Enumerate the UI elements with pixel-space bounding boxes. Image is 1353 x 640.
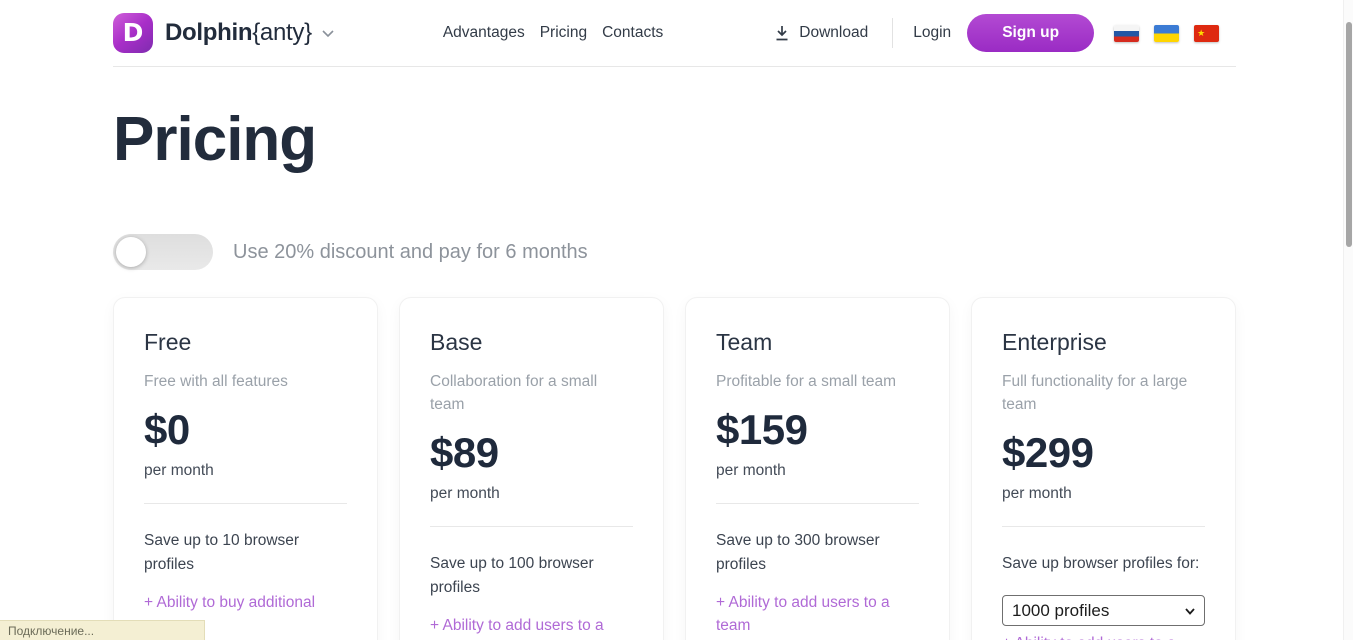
plan-card-enterprise: Enterprise Full functionality for a larg…	[971, 297, 1236, 640]
plan-extra-link[interactable]: + Ability to add users to a team	[430, 617, 604, 634]
brand-name-bold: Dolphin	[165, 19, 253, 46]
plan-card-free: Free Free with all features $0 per month…	[113, 297, 378, 640]
login-link[interactable]: Login	[913, 24, 952, 41]
russia-flag-icon[interactable]	[1114, 24, 1140, 42]
pricing-cards: Free Free with all features $0 per month…	[113, 297, 1236, 640]
plan-card-base: Base Collaboration for a small team $89 …	[399, 297, 664, 640]
divider	[430, 526, 633, 527]
plan-feature: Save up to 100 browser profiles	[430, 555, 594, 596]
ukraine-flag-icon[interactable]	[1154, 24, 1180, 42]
divider	[1002, 526, 1205, 527]
plan-feature: Save up browser profiles for:	[1002, 555, 1200, 572]
brand-logo[interactable]: D Dolphin{anty}	[113, 13, 336, 53]
china-flag-icon[interactable]	[1194, 24, 1220, 42]
main-nav: Advantages Pricing Contacts	[443, 24, 663, 42]
dolphin-logo-icon: D	[113, 13, 153, 53]
toggle-knob[interactable]	[116, 237, 146, 267]
header: D Dolphin{anty} Advantages Pricing Conta…	[113, 0, 1236, 67]
plan-price: $89	[430, 429, 499, 476]
plan-price: $159	[716, 406, 808, 453]
download-button[interactable]: Download	[773, 24, 868, 42]
profiles-select[interactable]: 1000 profiles	[1002, 595, 1205, 626]
header-divider	[892, 18, 894, 48]
vertical-scrollbar[interactable]	[1343, 0, 1353, 640]
plan-card-team: Team Profitable for a small team $159 pe…	[685, 297, 950, 640]
plan-extra-link[interactable]: + Ability to add users to a team	[716, 594, 890, 634]
scrollbar-thumb[interactable]	[1346, 22, 1352, 247]
discount-toggle[interactable]	[113, 234, 213, 270]
divider	[716, 503, 919, 504]
nav-contacts[interactable]: Contacts	[602, 24, 664, 41]
plan-name: Enterprise	[1002, 329, 1107, 355]
download-icon	[773, 24, 791, 42]
signup-button[interactable]: Sign up	[967, 14, 1095, 52]
nav-pricing[interactable]: Pricing	[539, 24, 588, 41]
plan-extra-link[interactable]: + Ability to buy additional	[144, 594, 316, 611]
brand-name-suffix: {anty}	[252, 19, 312, 46]
plan-feature: Save up to 10 browser profiles	[144, 532, 300, 573]
plan-subtitle: Collaboration for a small team	[430, 373, 598, 413]
plan-subtitle: Full functionality for a large team	[1002, 373, 1188, 413]
plan-subtitle: Profitable for a small team	[716, 373, 897, 390]
connection-status-tooltip: Подключение...	[0, 620, 205, 640]
language-switcher	[1114, 24, 1220, 42]
download-label: Download	[799, 24, 869, 41]
discount-row: Use 20% discount and pay for 6 months	[113, 234, 1236, 270]
plan-name: Free	[144, 329, 192, 355]
plan-name: Base	[430, 329, 483, 355]
plan-feature: Save up to 300 browser profiles	[716, 532, 880, 573]
brand-name: Dolphin{anty}	[165, 19, 312, 47]
plan-extra-link[interactable]: + Ability to add users to a team	[1002, 632, 1205, 640]
chevron-down-icon[interactable]	[320, 25, 336, 41]
plan-price: $299	[1002, 429, 1094, 476]
plan-period: per month	[716, 462, 786, 479]
plan-period: per month	[430, 485, 500, 502]
page-title: Pricing	[113, 105, 317, 174]
discount-label: Use 20% discount and pay for 6 months	[233, 240, 588, 263]
plan-price: $0	[144, 406, 190, 453]
plan-name: Team	[716, 329, 773, 355]
nav-advantages[interactable]: Advantages	[442, 24, 525, 41]
plan-period: per month	[144, 462, 214, 479]
chevron-down-icon	[1184, 605, 1196, 617]
plan-subtitle: Free with all features	[144, 373, 288, 390]
profiles-select-value: 1000 profiles	[1012, 600, 1110, 620]
plan-period: per month	[1002, 485, 1072, 502]
divider	[144, 503, 347, 504]
